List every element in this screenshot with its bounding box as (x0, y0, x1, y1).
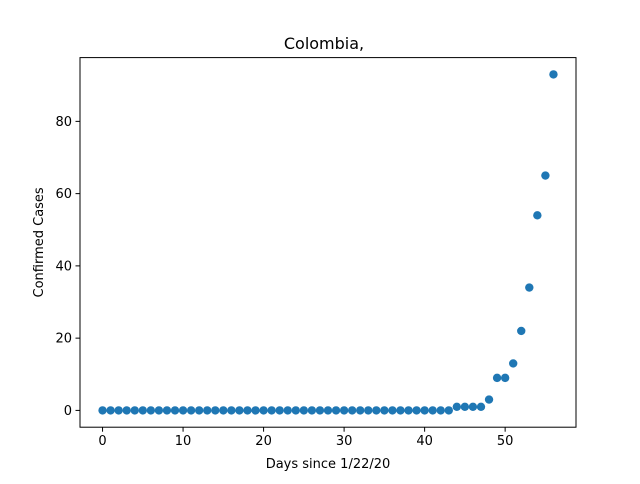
data-point (243, 406, 252, 415)
data-point (517, 326, 526, 336)
data-point (130, 406, 139, 415)
data-point (388, 406, 397, 415)
data-point (299, 406, 309, 415)
data-point (259, 406, 268, 415)
y-tick-label: 40 (55, 259, 72, 274)
x-axis-label: Days since 1/22/20 (266, 457, 391, 472)
data-point (114, 406, 123, 415)
data-point (203, 406, 212, 415)
x-tick-label: 40 (416, 434, 433, 449)
x-tick-label: 50 (497, 434, 514, 449)
data-point (194, 406, 204, 415)
y-tick-label: 0 (64, 404, 72, 419)
data-point (122, 406, 131, 415)
x-tick-label: 30 (336, 434, 353, 449)
data-point (178, 406, 188, 415)
ticks-layer: 0 10 20 30 40 50 0 20 40 60 80 (55, 115, 513, 449)
data-point (484, 395, 494, 404)
data-point (492, 373, 502, 383)
x-tick-label: 20 (255, 434, 272, 449)
y-tick-label: 80 (55, 115, 72, 130)
data-point (291, 406, 300, 415)
data-point (356, 406, 365, 415)
data-point (420, 406, 429, 415)
data-point (219, 406, 228, 415)
chart-title: Colombia, (284, 34, 364, 53)
data-point (549, 70, 558, 79)
data-point (146, 406, 156, 415)
x-tick-label: 0 (98, 434, 106, 449)
data-point (468, 402, 478, 411)
data-point (98, 406, 107, 415)
y-tick-label: 60 (55, 187, 72, 202)
data-point (541, 171, 550, 180)
data-point (508, 359, 518, 368)
data-point (533, 211, 542, 220)
data-point (444, 406, 453, 415)
data-point (396, 406, 405, 415)
y-axis-label: Confirmed Cases (32, 187, 47, 297)
data-point (227, 406, 236, 415)
data-point (186, 406, 196, 415)
data-point (452, 402, 462, 411)
data-point (315, 406, 325, 415)
y-tick-label: 20 (55, 332, 72, 347)
data-point (251, 406, 260, 415)
data-point (138, 406, 148, 415)
data-point (404, 406, 413, 415)
data-point (283, 406, 292, 415)
data-point (525, 283, 534, 292)
axes-frame (79, 57, 577, 428)
data-point (460, 402, 470, 411)
data-point (211, 406, 220, 415)
data-point (380, 406, 389, 415)
data-point (267, 406, 276, 415)
x-tick-label: 10 (175, 434, 192, 449)
data-point (412, 406, 421, 415)
data-point (170, 406, 180, 415)
data-point (307, 406, 317, 415)
data-point (436, 406, 445, 415)
data-point (275, 406, 284, 415)
data-point (347, 406, 357, 415)
data-point (154, 406, 164, 415)
data-point (372, 406, 381, 415)
data-point (476, 402, 486, 411)
data-point (106, 406, 115, 415)
data-point (235, 406, 244, 415)
data-point (323, 406, 333, 415)
data-point (364, 406, 373, 415)
data-point (500, 373, 510, 383)
data-point (428, 406, 437, 415)
data-point (162, 406, 172, 415)
data-point (339, 406, 349, 415)
points-layer (98, 70, 558, 415)
data-point (331, 406, 341, 415)
